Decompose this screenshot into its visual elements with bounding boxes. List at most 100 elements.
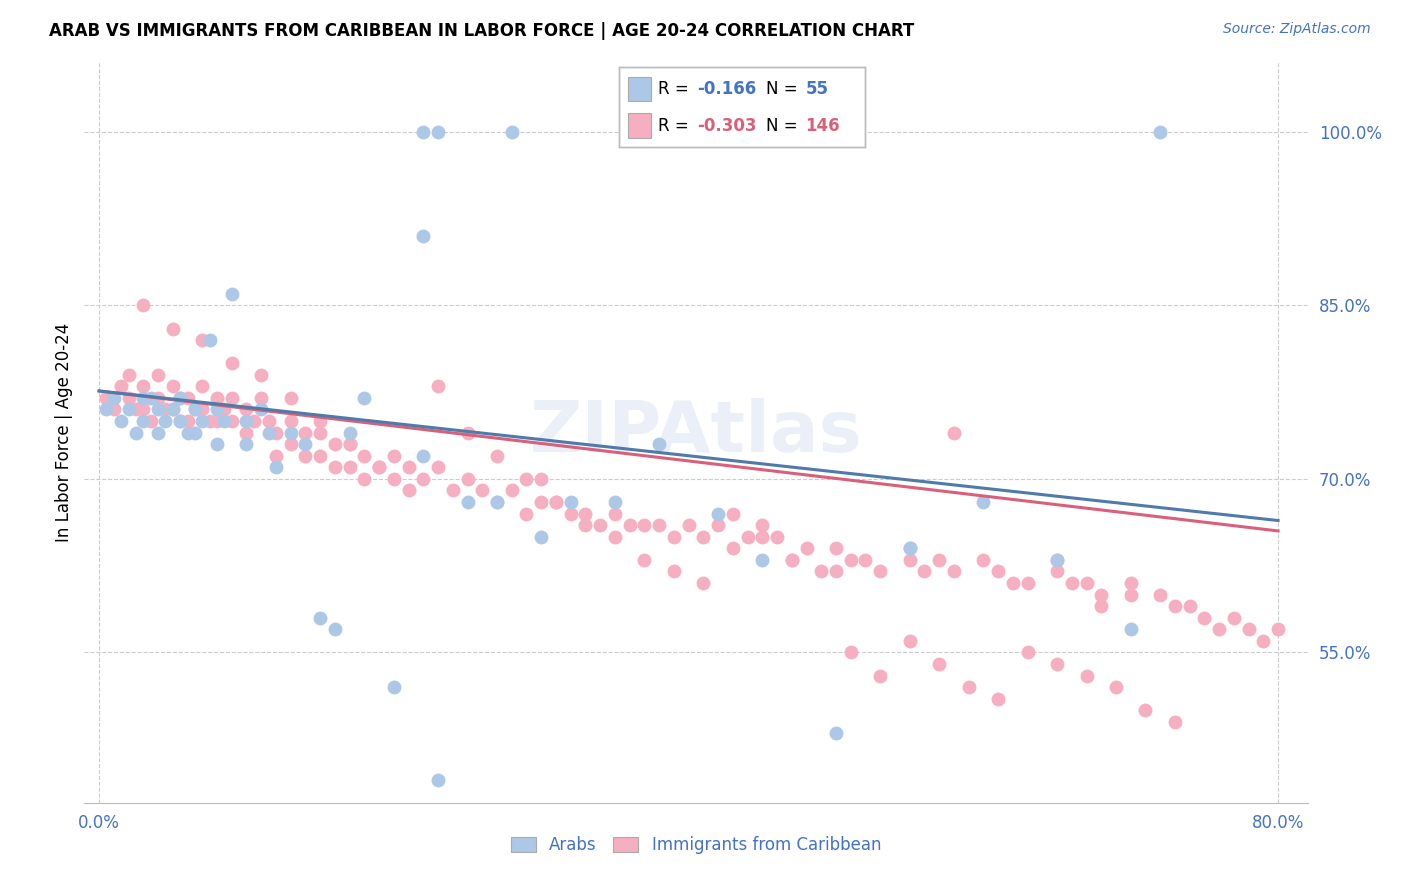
Point [898, 541, 921, 556]
Point [398, 483, 420, 498]
Point [257, 425, 280, 440]
Point [427, 772, 450, 787]
Point [382, 680, 405, 694]
Point [155, 402, 177, 417]
Point [264, 425, 287, 440]
Point [294, 437, 316, 451]
Point [382, 449, 405, 463]
Point [751, 518, 773, 533]
Point [928, 657, 950, 671]
Point [441, 483, 464, 498]
Point [184, 402, 207, 417]
Point [162, 402, 184, 417]
Point [110, 414, 132, 428]
Point [235, 425, 257, 440]
Point [205, 414, 228, 428]
Point [125, 402, 148, 417]
Point [1164, 599, 1187, 614]
Point [214, 414, 236, 428]
Point [353, 449, 375, 463]
Point [1253, 633, 1275, 648]
Point [139, 391, 162, 405]
Point [214, 402, 236, 417]
Point [1046, 553, 1069, 567]
Point [169, 414, 191, 428]
Point [257, 414, 280, 428]
Point [515, 507, 537, 521]
Point [648, 518, 671, 533]
Point [221, 356, 243, 370]
Point [928, 553, 950, 567]
Point [987, 691, 1010, 706]
Point [544, 495, 567, 509]
Point [501, 125, 523, 139]
Point [264, 460, 287, 475]
Point [721, 541, 744, 556]
Point [176, 391, 198, 405]
Point [280, 437, 302, 451]
Point [780, 553, 803, 567]
Point [184, 425, 207, 440]
Point [294, 449, 316, 463]
Point [280, 414, 302, 428]
Point [155, 414, 177, 428]
Point [1267, 622, 1289, 636]
Point [198, 333, 221, 347]
Point [560, 495, 582, 509]
Point [280, 425, 302, 440]
Point [1076, 668, 1098, 682]
Point [382, 472, 405, 486]
Point [972, 553, 994, 567]
Point [339, 437, 361, 451]
Point [110, 379, 132, 393]
Point [1135, 703, 1157, 717]
Point [398, 460, 420, 475]
Point [139, 414, 162, 428]
Y-axis label: In Labor Force | Age 20-24: In Labor Force | Age 20-24 [55, 323, 73, 542]
Point [530, 530, 553, 544]
Point [132, 391, 155, 405]
Point [146, 368, 169, 382]
Point [1090, 599, 1112, 614]
Point [339, 425, 361, 440]
Point [603, 507, 626, 521]
Point [368, 460, 391, 475]
Point [766, 530, 789, 544]
Point [1237, 622, 1260, 636]
Point [427, 460, 450, 475]
Point [485, 495, 508, 509]
Point [1164, 714, 1187, 729]
Point [619, 518, 641, 533]
Point [692, 530, 714, 544]
Point [1223, 611, 1246, 625]
Point [427, 125, 450, 139]
Point [294, 425, 316, 440]
Point [751, 553, 773, 567]
Point [589, 518, 612, 533]
Point [1119, 576, 1142, 591]
Point [368, 460, 391, 475]
Point [412, 229, 434, 244]
Text: -0.166: -0.166 [697, 79, 756, 97]
Point [574, 518, 596, 533]
Point [1105, 680, 1128, 694]
Point [560, 507, 582, 521]
Legend: Arabs, Immigrants from Caribbean: Arabs, Immigrants from Caribbean [505, 830, 887, 861]
Point [780, 553, 803, 567]
Point [221, 286, 243, 301]
Point [243, 414, 266, 428]
Point [1017, 576, 1039, 591]
Point [574, 507, 596, 521]
Point [264, 449, 287, 463]
Point [898, 633, 921, 648]
Text: R =: R = [658, 117, 695, 135]
Point [485, 449, 508, 463]
Point [309, 414, 332, 428]
Point [839, 645, 862, 659]
Point [184, 402, 207, 417]
Text: ARAB VS IMMIGRANTS FROM CARIBBEAN IN LABOR FORCE | AGE 20-24 CORRELATION CHART: ARAB VS IMMIGRANTS FROM CARIBBEAN IN LAB… [49, 22, 914, 40]
Point [250, 391, 273, 405]
Point [692, 576, 714, 591]
Point [471, 483, 494, 498]
Point [176, 425, 198, 440]
